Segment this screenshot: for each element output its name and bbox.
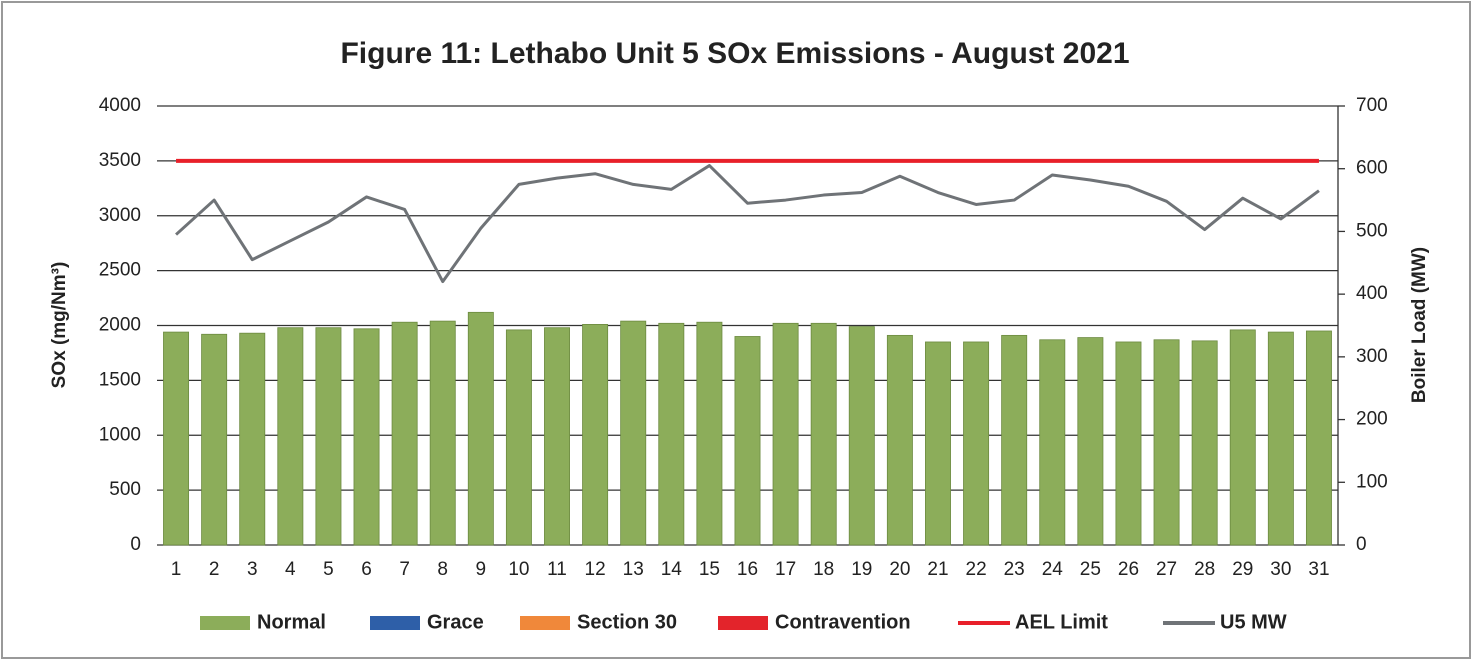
bar [620,320,647,546]
legend-label: Contravention [775,611,911,633]
bar [1305,330,1332,546]
y2-tick-label: 300 [1356,346,1388,367]
x-tick-label: 5 [323,559,334,580]
bar [1229,329,1256,546]
bar [1039,339,1066,546]
bar [963,341,990,546]
legend-swatch [718,616,768,630]
y2-axis-title: Boiler Load (MW) [1409,247,1430,403]
chart-title: Figure 11: Lethabo Unit 5 SOx Emissions … [340,37,1129,70]
legend-swatch [370,616,420,630]
y-tick-label: 1500 [99,369,141,390]
x-tick-label: 8 [437,559,448,580]
bar [467,311,494,546]
x-tick-label: 31 [1308,559,1329,580]
x-tick-label: 26 [1118,559,1139,580]
bar [582,324,609,546]
y-tick-label: 3500 [99,150,141,171]
y-tick-label: 3000 [99,205,141,226]
legend-label: Grace [427,611,484,633]
bar [1191,340,1218,546]
legend-swatch [200,616,250,630]
x-tick-label: 27 [1156,559,1177,580]
bar [429,320,456,546]
bar [505,329,532,546]
bar [1267,331,1294,546]
y2-tick-label: 700 [1356,95,1388,116]
y2-tick-label: 100 [1356,471,1388,492]
bar [1153,339,1180,546]
x-tick-label: 7 [399,559,410,580]
x-tick-label: 18 [813,559,834,580]
x-tick-label: 17 [775,559,796,580]
bar [1115,341,1142,546]
bar [886,334,913,546]
x-tick-label: 2 [209,559,220,580]
bar [848,326,875,546]
y-tick-label: 0 [130,534,141,555]
bar [658,322,685,546]
y-tick-label: 500 [109,479,141,500]
bar [277,327,304,546]
x-tick-label: 20 [889,559,910,580]
y-axis-title: SOx (mg/Nm³) [49,262,70,389]
x-tick-label: 13 [623,559,644,580]
bar [1001,334,1028,546]
x-tick-label: 3 [247,559,258,580]
y2-tick-label: 200 [1356,409,1388,430]
bar [1077,337,1104,546]
bar [696,321,723,546]
bar [810,322,837,546]
y2-tick-label: 500 [1356,220,1388,241]
y-tick-label: 1000 [99,424,141,445]
legend-label: AEL Limit [1015,611,1108,633]
legend-label: Section 30 [577,611,677,633]
bar [925,341,951,546]
y-tick-label: 4000 [99,95,141,116]
bar [163,331,190,546]
x-tick-label: 15 [699,559,720,580]
bar [544,327,570,546]
bar [239,332,266,546]
bar [353,328,380,546]
legend-swatch [520,616,570,630]
x-tick-label: 9 [476,559,487,580]
y-tick-label: 2500 [99,260,141,281]
legend-label: U5 MW [1220,611,1287,633]
y2-tick-label: 600 [1356,158,1388,179]
bar [391,321,418,546]
x-tick-label: 16 [737,559,758,580]
x-tick-label: 19 [851,559,872,580]
x-tick-label: 24 [1042,559,1064,580]
x-tick-label: 21 [927,559,948,580]
y2-tick-label: 0 [1356,534,1367,555]
x-tick-label: 11 [547,559,567,580]
x-tick-label: 12 [585,559,606,580]
x-tick-label: 23 [1004,559,1025,580]
line [175,164,1320,284]
x-tick-label: 1 [171,559,182,580]
bar [772,322,799,546]
y-tick-label: 2000 [99,315,141,336]
x-tick-label: 4 [285,559,296,580]
x-tick-label: 28 [1194,559,1215,580]
bar [315,327,342,546]
y2-tick-label: 400 [1356,283,1388,304]
x-tick-label: 10 [508,559,529,580]
legend-label: Normal [257,611,326,633]
x-tick-label: 30 [1270,559,1291,580]
x-tick-label: 29 [1232,559,1253,580]
x-tick-label: 22 [966,559,987,580]
x-tick-label: 14 [661,559,683,580]
x-tick-label: 6 [361,559,372,580]
x-tick-label: 25 [1080,559,1101,580]
bar [734,336,761,546]
bar [201,333,228,546]
